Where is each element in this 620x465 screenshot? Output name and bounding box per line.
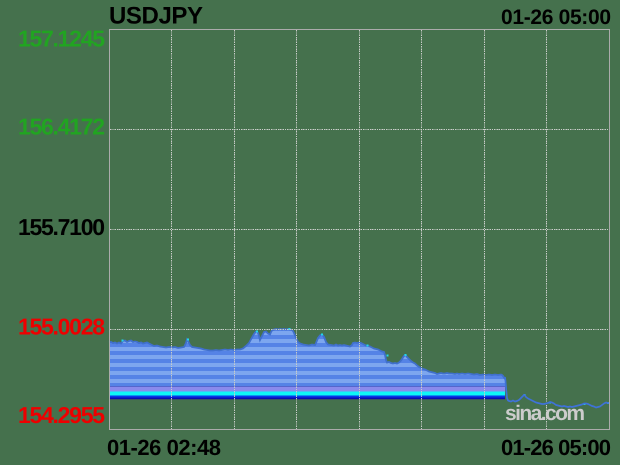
svg-text:155.0028: 155.0028 [18,314,105,340]
svg-text:156.4172: 156.4172 [18,114,105,140]
svg-text:01-26 02:48: 01-26 02:48 [107,435,221,460]
svg-text:154.2955: 154.2955 [18,402,105,428]
svg-text:155.7100: 155.7100 [18,214,105,240]
svg-text:157.1245: 157.1245 [18,26,105,52]
svg-text:01-26 05:00: 01-26 05:00 [501,6,611,29]
svg-text:USDJPY: USDJPY [109,3,203,30]
svg-text:01-26 05:00: 01-26 05:00 [501,435,611,460]
svg-text:sina.com: sina.com [505,402,585,425]
